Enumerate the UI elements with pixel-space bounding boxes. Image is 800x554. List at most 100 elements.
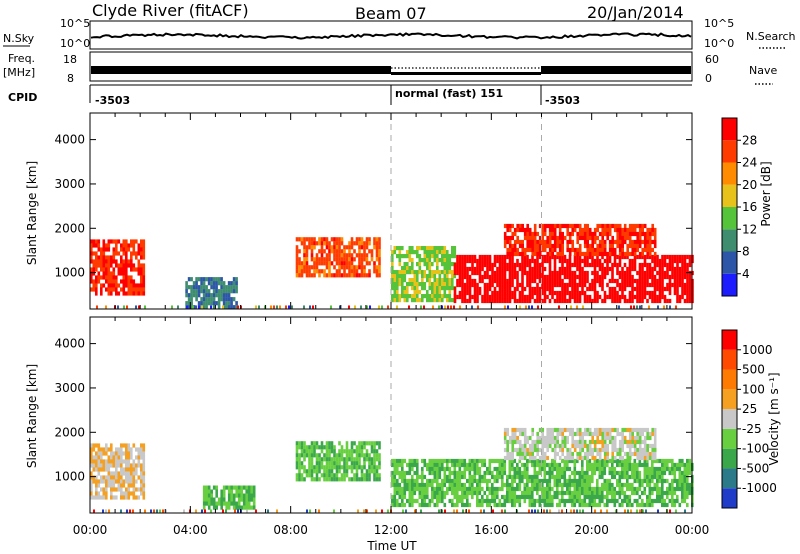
range-cell xyxy=(536,290,539,296)
range-cell xyxy=(526,462,529,468)
range-cell xyxy=(623,451,627,457)
range-cell xyxy=(227,301,231,306)
range-cell xyxy=(526,486,529,492)
range-cell xyxy=(511,498,514,504)
range-cell xyxy=(358,445,361,450)
range-cell xyxy=(416,254,419,259)
range-cell xyxy=(506,443,509,449)
range-cell xyxy=(315,469,319,474)
range-cell xyxy=(421,502,424,508)
range-cell xyxy=(543,490,547,496)
range-cell xyxy=(375,273,379,278)
range-cell xyxy=(603,439,607,445)
range-cell xyxy=(648,490,652,496)
range-cell xyxy=(350,253,354,258)
range-cell xyxy=(573,494,577,500)
range-cell xyxy=(132,487,136,492)
range-cell xyxy=(656,294,659,300)
range-cell xyxy=(613,278,617,284)
range-cell xyxy=(553,482,557,488)
range-cell xyxy=(325,449,329,454)
range-cell xyxy=(528,282,532,288)
range-cell xyxy=(478,458,482,464)
range-cell xyxy=(626,478,629,484)
range-cell xyxy=(127,247,131,252)
range-cell xyxy=(413,250,417,255)
range-cell xyxy=(656,254,659,260)
range-cell xyxy=(298,269,301,274)
range-cell xyxy=(433,478,437,484)
range-cell xyxy=(279,305,281,309)
range-cell xyxy=(516,262,519,268)
range-cell xyxy=(548,239,552,245)
range-cell xyxy=(458,294,462,300)
range-cell xyxy=(105,495,108,500)
range-cell xyxy=(538,274,542,280)
colorbar-swatch xyxy=(722,349,737,370)
range-cell xyxy=(561,298,564,304)
range-cell xyxy=(551,227,554,233)
range-cell xyxy=(638,455,642,461)
range-cell xyxy=(456,258,459,264)
range-cell xyxy=(391,274,394,279)
range-cell xyxy=(335,249,339,254)
range-cell xyxy=(666,458,669,464)
range-cell xyxy=(503,447,507,453)
range-cell xyxy=(581,270,584,276)
range-cell xyxy=(205,285,208,290)
range-cell xyxy=(486,290,489,296)
range-cell xyxy=(628,482,632,488)
range-cell xyxy=(365,273,369,278)
range-cell xyxy=(112,239,116,244)
range-cell xyxy=(363,461,366,466)
range-cell xyxy=(300,265,304,270)
range-cell xyxy=(568,498,572,504)
range-cell xyxy=(110,263,113,268)
range-cell xyxy=(255,305,257,309)
range-cell xyxy=(543,470,547,476)
range-cell xyxy=(416,298,419,303)
range-cell xyxy=(105,509,107,513)
range-cell xyxy=(350,461,354,466)
range-cell xyxy=(546,239,549,245)
range-cell xyxy=(115,283,118,288)
range-cell xyxy=(373,465,376,470)
range-cell xyxy=(122,443,126,448)
range-cell xyxy=(613,470,617,476)
data-patch xyxy=(503,427,657,461)
range-cell xyxy=(546,254,549,260)
range-cell xyxy=(673,278,677,284)
range-cell xyxy=(556,439,559,445)
range-cell xyxy=(205,485,208,490)
range-cell xyxy=(526,474,529,480)
range-cell xyxy=(220,297,223,302)
range-cell xyxy=(328,465,331,470)
range-cell xyxy=(628,466,632,472)
range-cell xyxy=(235,501,238,506)
freq-label-line2: [MHz] xyxy=(3,66,35,79)
range-cell xyxy=(593,466,597,472)
range-cell xyxy=(623,294,627,300)
range-cell xyxy=(578,478,582,484)
range-cell xyxy=(661,278,664,284)
range-cell xyxy=(315,457,319,462)
range-cell xyxy=(345,461,349,466)
range-cell xyxy=(548,251,552,257)
range-cell xyxy=(593,278,597,284)
range-cell xyxy=(658,494,662,500)
range-cell xyxy=(393,294,397,299)
range-cell xyxy=(516,274,519,280)
range-cell xyxy=(476,298,479,304)
range-cell xyxy=(135,291,138,296)
range-cell xyxy=(401,282,404,287)
range-cell xyxy=(578,262,582,268)
range-cell xyxy=(453,294,457,300)
range-cell xyxy=(195,297,198,302)
range-cell xyxy=(393,470,397,476)
range-cell xyxy=(623,439,627,445)
range-cell xyxy=(210,497,213,502)
range-cell xyxy=(578,266,582,272)
range-cell xyxy=(523,266,527,272)
range-cell xyxy=(528,290,532,296)
range-cell xyxy=(466,254,469,260)
